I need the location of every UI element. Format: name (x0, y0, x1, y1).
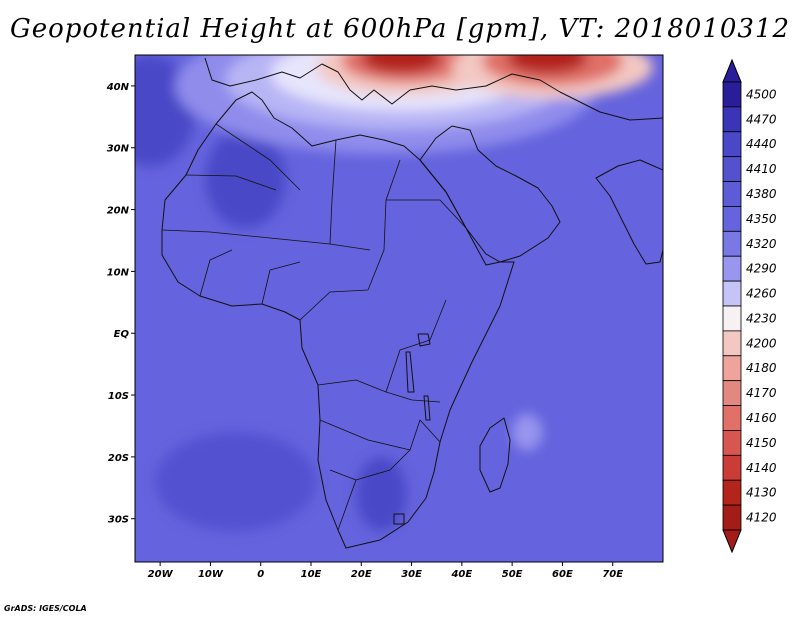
colorbar-label: 4160 (746, 411, 777, 425)
colorbar-swatch (722, 131, 742, 158)
colorbar-label: 4440 (746, 137, 777, 151)
lon-tick-label: 0 (257, 569, 264, 580)
lon-tick-label: 10E (301, 569, 322, 580)
colorbar-label: 4150 (746, 436, 777, 450)
colorbar-bottom-arrow (722, 529, 742, 554)
colorbar-swatch (722, 330, 742, 357)
colorbar-swatch (722, 479, 742, 506)
lat-tick-label: 30S (108, 515, 129, 526)
colorbar-label: 4290 (746, 262, 777, 276)
lat-tick-label: 20N (107, 206, 130, 217)
colorbar-swatch (722, 181, 742, 207)
ridge-south-atlantic (155, 432, 317, 532)
colorbar-swatch (722, 355, 742, 382)
colorbar-swatch (722, 106, 742, 133)
colorbar-swatch (722, 380, 742, 406)
colorbar-swatch (722, 206, 742, 232)
country-outlines (161, 57, 663, 549)
colorbar-swatch (722, 305, 742, 332)
lon-tick-label: 70E (602, 569, 623, 580)
trough-mediterranean-3 (361, 55, 442, 74)
colorbar-label: 4410 (746, 162, 777, 176)
lat-tick-label: 40N (106, 82, 130, 93)
colorbar-swatch (722, 405, 742, 431)
lat-tick-label: 10S (108, 391, 129, 402)
country-borders (161, 123, 467, 531)
high-madagascar-east (512, 413, 543, 451)
colorbar-swatch (722, 504, 742, 531)
lon-tick-label: 30E (401, 569, 422, 580)
colorbar-top-arrow (722, 58, 742, 83)
colorbar-label: 4140 (746, 461, 777, 475)
ridge-southern-africa (356, 456, 407, 532)
colorbar-swatch (722, 430, 742, 456)
lon-tick-label: 20W (148, 569, 174, 580)
contour-fields (135, 55, 653, 532)
lat-tick-label: 30N (107, 144, 130, 155)
colorbar-label: 4380 (746, 187, 777, 201)
africa-coastline (161, 91, 515, 549)
colorbar-label: 4470 (746, 112, 777, 126)
plot-frame (134, 54, 664, 563)
lat-tick-label: 10N (107, 267, 130, 278)
colorbar-swatch (722, 454, 742, 481)
longitude-axis: 20W 10W 0 10E 20E 30E 40E 50E 60E 70E (148, 562, 623, 580)
lake-malawi (423, 395, 431, 421)
lon-tick-label: 20E (351, 569, 372, 580)
ridge-sahara (205, 129, 286, 229)
page-title: Geopotential Height at 600hPa [gpm], VT:… (9, 14, 791, 44)
latitude-axis: 40N 30N 20N 10N EQ 10S 20S 30S (106, 82, 135, 526)
trough-caspian-3 (507, 55, 588, 74)
colorbar-label: 4500 (746, 87, 777, 101)
plot-area (134, 54, 664, 563)
grads-credit: GrADS: IGES/COLA (4, 604, 87, 613)
europe-coastline (204, 57, 663, 121)
lat-tick-label: 20S (108, 453, 129, 464)
lesotho (393, 513, 405, 525)
colorbar-label: 4230 (746, 311, 777, 325)
lon-tick-label: 40E (450, 569, 472, 580)
colorbar: 4500 4470 4440 4410 4380 4350 4320 4290 4260 4230… (722, 58, 777, 554)
colorbar-label: 4260 (746, 287, 777, 301)
lon-tick-label: 50E (502, 569, 523, 580)
colorbar-label: 4320 (746, 237, 777, 251)
colorbar-swatch (722, 156, 742, 182)
lake-tanganyika (405, 351, 415, 393)
lat-tick-label: EQ (114, 329, 130, 340)
colorbar-label: 4170 (746, 386, 777, 400)
india-coastline (595, 159, 663, 265)
arabia-coastline (419, 125, 561, 263)
colorbar-label: 4130 (746, 486, 777, 500)
colorbar-label: 4180 (746, 361, 777, 375)
colorbar-label: 4120 (746, 511, 777, 525)
lake-victoria (417, 333, 431, 347)
colorbar-swatch (722, 255, 742, 282)
lon-tick-label: 60E (552, 569, 573, 580)
madagascar-coastline (479, 417, 511, 493)
colorbar-label: 4200 (746, 336, 777, 350)
colorbar-swatch (722, 81, 742, 108)
lon-tick-label: 10W (198, 569, 224, 580)
colorbar-label: 4350 (746, 212, 777, 226)
colorbar-swatch (722, 280, 742, 307)
colorbar-swatch (722, 230, 742, 257)
